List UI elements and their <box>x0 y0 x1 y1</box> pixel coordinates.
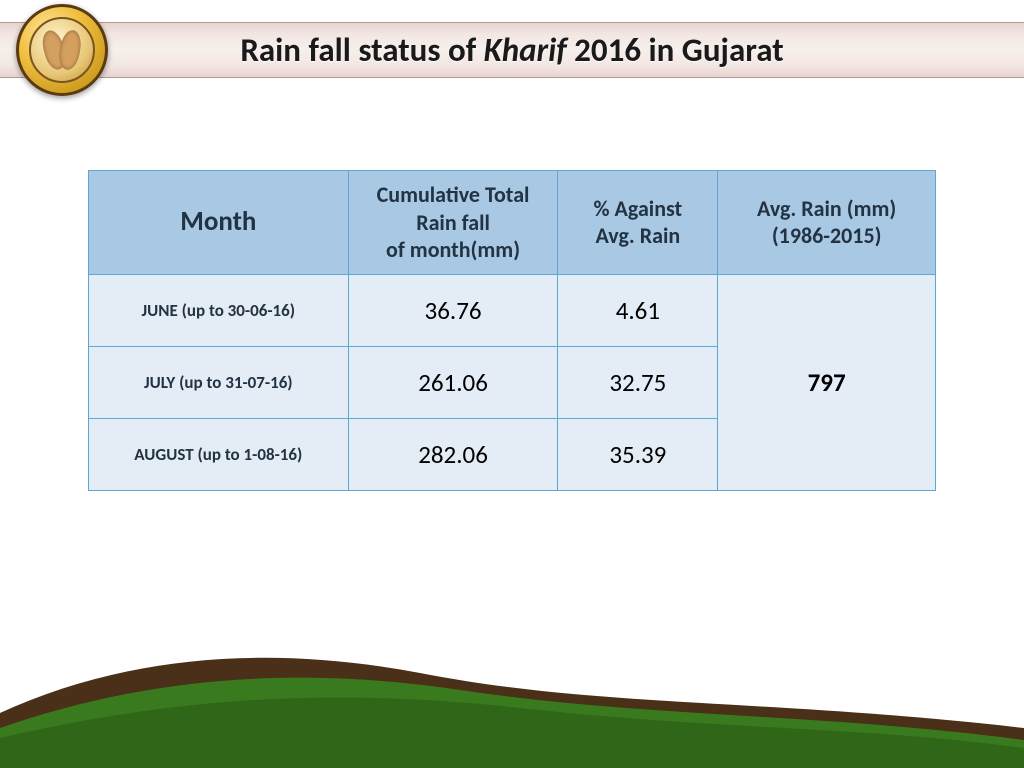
table-row: JUNE (up to 30-06-16) 36.76 4.61 797 <box>89 274 936 346</box>
ground-decoration <box>0 618 1024 768</box>
rainfall-table-container: Month Cumulative TotalRain fallof month(… <box>88 170 936 491</box>
title-bar: Rain fall status of Kharif 2016 in Gujar… <box>0 22 1024 78</box>
cell-cumulative: 36.76 <box>348 274 558 346</box>
cell-percent: 32.75 <box>558 346 718 418</box>
title-prefix: Rain fall status of <box>240 30 483 70</box>
col-header-cumulative: Cumulative TotalRain fallof month(mm) <box>348 171 558 275</box>
slide-title: Rain fall status of Kharif 2016 in Gujar… <box>240 30 783 70</box>
title-suffix: 2016 in Gujarat <box>567 30 784 70</box>
col-header-percent: % AgainstAvg. Rain <box>558 171 718 275</box>
table-header-row: Month Cumulative TotalRain fallof month(… <box>89 171 936 275</box>
cell-avg-merged: 797 <box>718 274 936 490</box>
col-header-avg: Avg. Rain (mm)(1986-2015) <box>718 171 936 275</box>
cell-month: JUNE (up to 30-06-16) <box>89 274 349 346</box>
col-header-text: % AgainstAvg. Rain <box>594 195 683 250</box>
cell-cumulative: 282.06 <box>348 418 558 490</box>
col-header-text: Cumulative TotalRain fallof month(mm) <box>377 181 530 263</box>
peanut-icon <box>57 29 84 72</box>
cell-month: JULY (up to 31-07-16) <box>89 346 349 418</box>
col-header-month: Month <box>89 171 349 275</box>
rainfall-table: Month Cumulative TotalRain fallof month(… <box>88 170 936 491</box>
logo-medallion <box>16 4 108 96</box>
col-header-text: Avg. Rain (mm)(1986-2015) <box>757 195 896 250</box>
title-italic: Kharif <box>484 30 567 70</box>
cell-percent: 35.39 <box>558 418 718 490</box>
cell-percent: 4.61 <box>558 274 718 346</box>
cell-cumulative: 261.06 <box>348 346 558 418</box>
logo-inner <box>29 17 95 83</box>
cell-month: AUGUST (up to 1-08-16) <box>89 418 349 490</box>
